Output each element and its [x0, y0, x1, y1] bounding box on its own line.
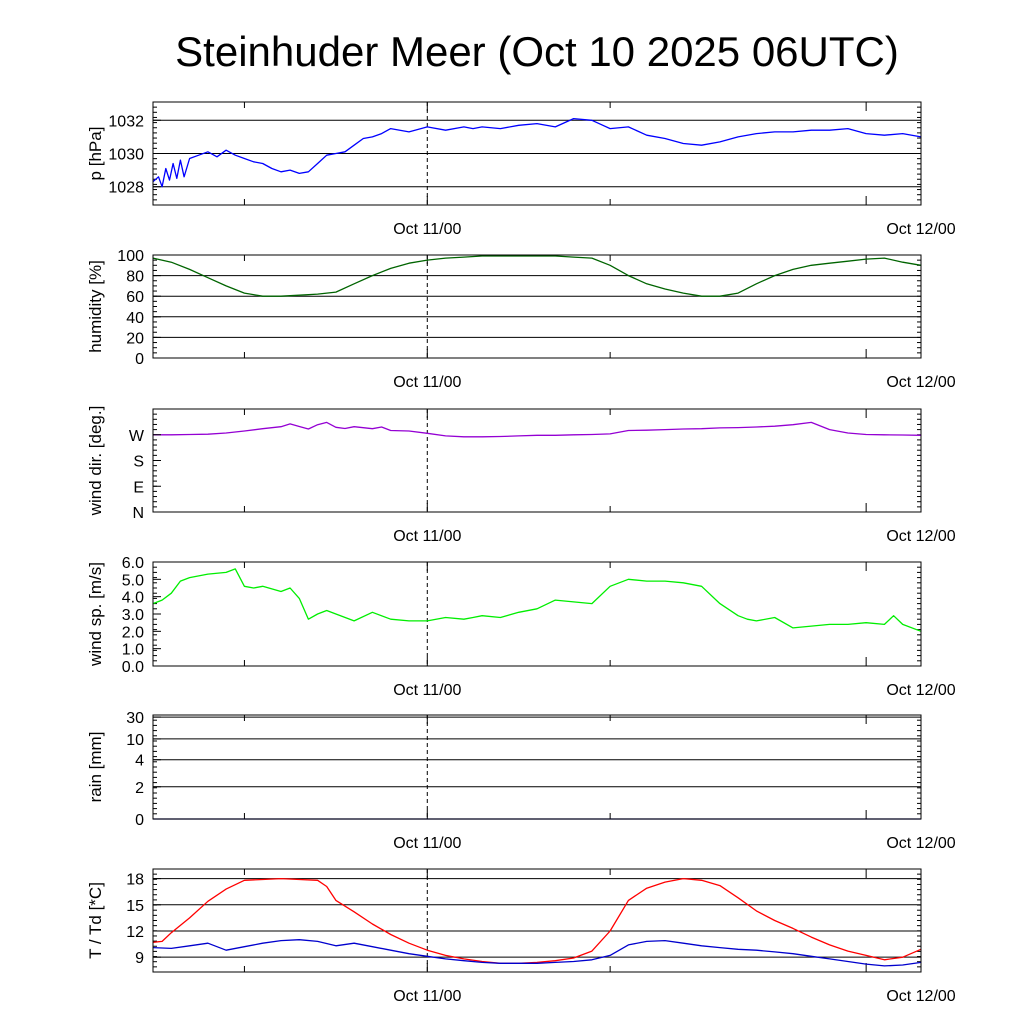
- humidity-y-tick-label: 100: [117, 248, 144, 265]
- wind-speed-y-tick-label: 5.0: [122, 572, 144, 589]
- wind-speed-y-tick-label: 2.0: [122, 624, 144, 641]
- rain-y-tick-label: 4: [135, 753, 144, 770]
- rain-x-tick-label: Oct 12/00: [886, 835, 955, 852]
- pressure-axis-label: p [hPa]: [86, 127, 105, 181]
- rain-y-tick-label: 2: [135, 780, 144, 797]
- humidity-y-tick-label: 20: [126, 330, 144, 347]
- humidity-line: [152, 255, 922, 297]
- humidity-panel: 0 20 40 60 80 100 humidity [%] Oct 11/00 Oct 12/…: [86, 248, 956, 391]
- humidity-x-tick-label: Oct 11/00: [393, 374, 461, 391]
- rain-y-tick-label: 0: [135, 812, 144, 829]
- humidity-y-tick-label: 60: [126, 289, 144, 306]
- rain-panel: 0 2 4 10 30 rain [mm] Oct 11/00 Oct 12/00: [86, 710, 956, 852]
- wind-speed-panel: 0.01.02.03.04.05.06.0 wind sp. [m/s] Oct 1…: [86, 555, 956, 699]
- humidity-x-tick-label: Oct 12/00: [886, 374, 955, 391]
- wind-direction-axis-label: wind dir. [deg.]: [86, 406, 105, 517]
- humidity-y-tick-label: 80: [126, 269, 144, 286]
- pressure-x-tick-label: Oct 11/00: [393, 221, 461, 238]
- wind-direction-y-tick-label: S: [133, 454, 144, 471]
- wind-direction-y-tick-label: E: [133, 479, 144, 496]
- wind-direction-y-tick-label: W: [129, 428, 145, 445]
- temperature-axis-label: T / Td [*C]: [86, 882, 105, 959]
- pressure-line: [152, 117, 922, 188]
- rain-x-tick-label: Oct 11/00: [393, 835, 461, 852]
- humidity-y-tick-label: 0: [135, 351, 144, 368]
- temperature-x-tick-label: Oct 12/00: [886, 988, 955, 1005]
- temperature-y-tick-label: 15: [126, 898, 144, 915]
- humidity-y-tick-label: 40: [126, 310, 144, 327]
- wind-direction-x-tick-label: Oct 11/00: [393, 528, 461, 545]
- wind-direction-x-tick-label: Oct 12/00: [886, 528, 955, 545]
- wind-speed-y-tick-label: 4.0: [122, 590, 144, 607]
- rain-frame: [152, 714, 922, 820]
- pressure-y-tick-label: 1032: [108, 113, 144, 130]
- wind_dir-line: [153, 421, 922, 438]
- wind-speed-x-tick-label: Oct 11/00: [393, 682, 461, 699]
- pressure-y-tick-label: 1028: [108, 180, 144, 197]
- chart-title: Steinhuder Meer (Oct 10 2025 06UTC): [175, 28, 899, 75]
- pressure-y-tick-label: 1030: [108, 147, 144, 164]
- rain-axis-label: rain [mm]: [86, 732, 105, 803]
- wind-speed-y-tick-label: 3.0: [122, 607, 144, 624]
- wind-direction-y-tick-label: N: [132, 505, 144, 522]
- wind_speed-line: [152, 568, 922, 632]
- temperature-y-tick-label: 12: [126, 924, 144, 941]
- humidity-frame: [152, 254, 922, 359]
- pressure-x-tick-label: Oct 12/00: [886, 221, 955, 238]
- temperature-x-tick-label: Oct 11/00: [393, 988, 461, 1005]
- rain-y-tick-label: 30: [126, 710, 144, 727]
- wind-speed-y-tick-label: 0.0: [122, 659, 144, 676]
- wind-speed-y-tick-label: 1.0: [122, 642, 144, 659]
- wind-speed-x-tick-label: Oct 12/00: [886, 682, 955, 699]
- temperature-frame: [152, 868, 922, 973]
- dewpoint-line: [152, 939, 922, 967]
- wind-speed-frame: [152, 561, 922, 667]
- wind-direction-frame: [152, 408, 922, 513]
- temperature-y-tick-label: 18: [126, 872, 144, 889]
- temperature-y-tick-label: 9: [135, 950, 144, 967]
- rain-y-tick-label: 10: [126, 732, 144, 749]
- wind-speed-y-tick-label: 6.0: [122, 555, 144, 572]
- humidity-axis-label: humidity [%]: [86, 260, 105, 353]
- temperature-line: [152, 877, 922, 964]
- temperature-panel: 9 12 15 18 T / Td [*C] Oct 11/00 Oct 12/00: [86, 868, 956, 1005]
- wind-speed-axis-label: wind sp. [m/s]: [86, 562, 105, 667]
